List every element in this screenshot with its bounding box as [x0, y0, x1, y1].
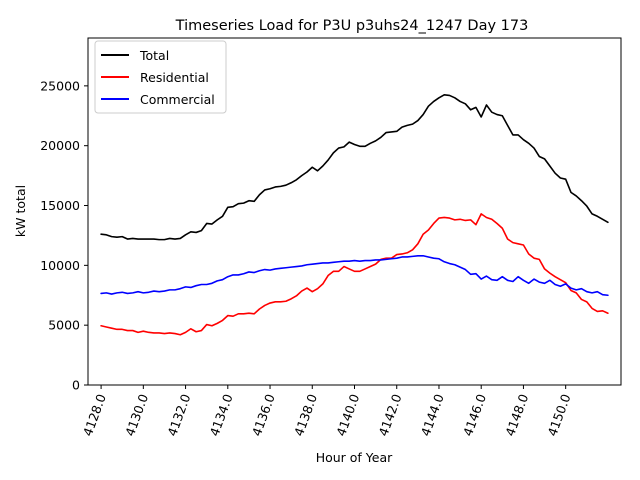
y-axis-label: kW total — [13, 185, 28, 237]
chart-title: Timeseries Load for P3U p3uhs24_1247 Day… — [175, 18, 529, 34]
legend-label-commercial: Commercial — [140, 92, 215, 107]
y-tick-label: 20000 — [40, 138, 80, 153]
series-line-residential — [100, 213, 609, 336]
series-line-commercial — [100, 254, 609, 297]
legend-frame — [94, 40, 227, 114]
y-tick-label: 10000 — [40, 258, 80, 273]
y-tick-label: 15000 — [40, 198, 80, 213]
x-axis-label: Hour of Year — [316, 450, 393, 465]
y-tick-label: 0 — [72, 378, 80, 393]
plot-frame — [87, 37, 622, 386]
legend-label-residential: Residential — [140, 70, 209, 85]
y-tick-label: 25000 — [40, 78, 80, 93]
y-tick-label: 5000 — [48, 318, 80, 333]
legend: Total Residential Commercial — [94, 40, 227, 114]
plot-series — [100, 94, 609, 336]
legend-label-total: Total — [139, 48, 169, 63]
series-line-total — [100, 94, 609, 241]
